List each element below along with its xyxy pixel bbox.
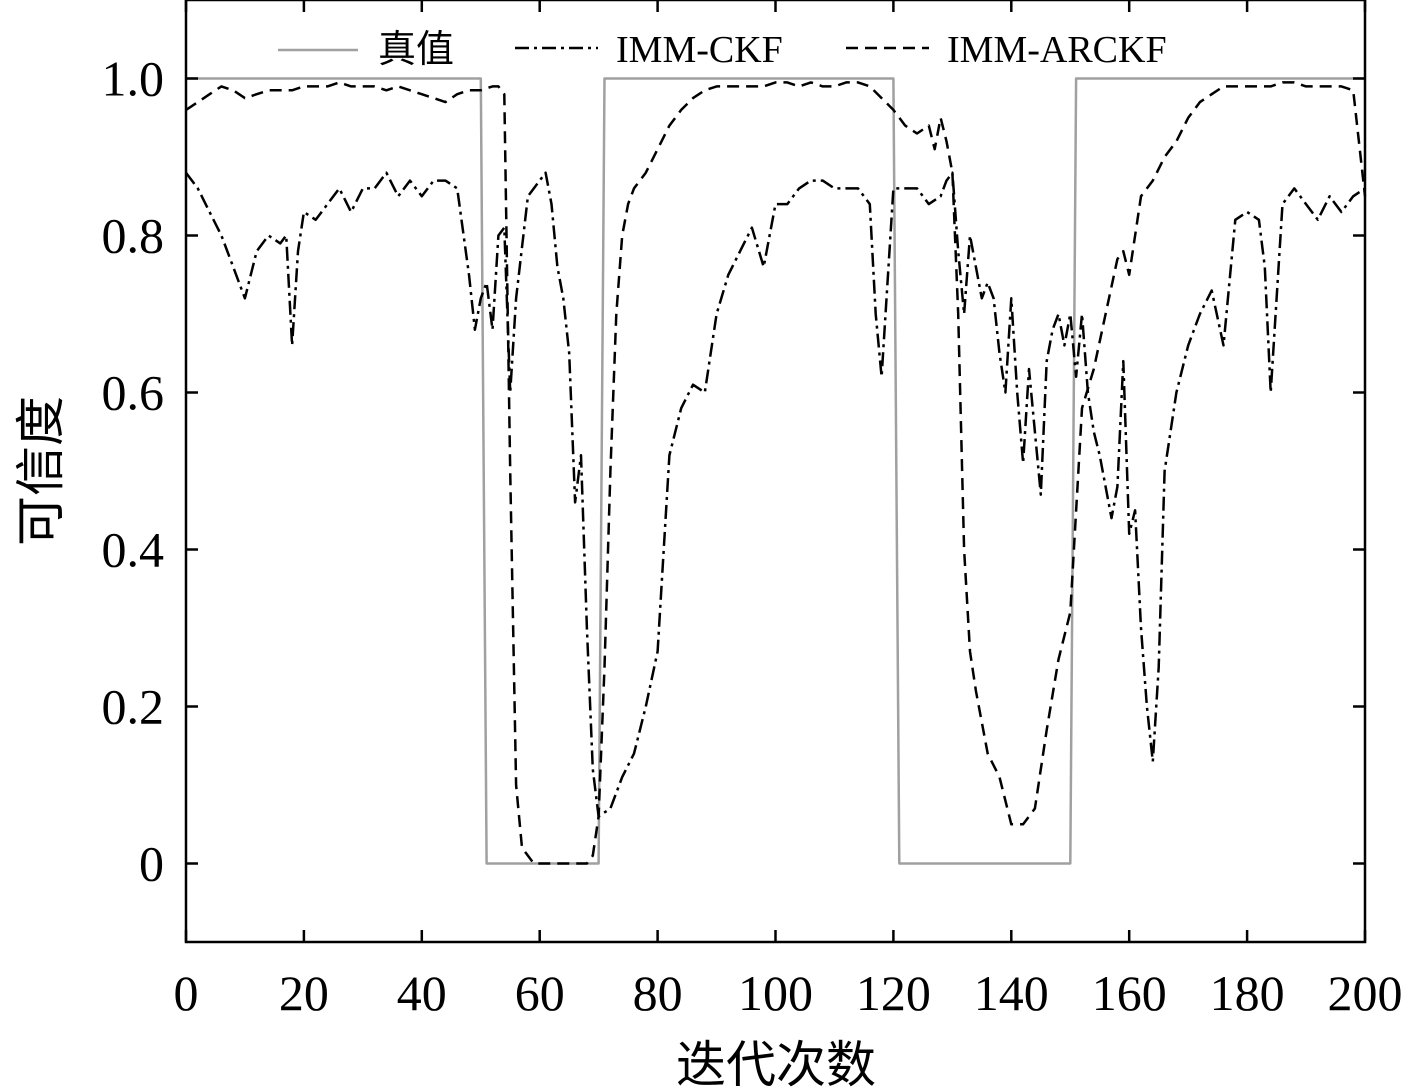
x-tick-label: 40	[397, 965, 447, 1021]
y-tick-label: 0.8	[102, 208, 165, 264]
legend: 真值 IMM-CKF IMM-ARCKF	[278, 29, 1167, 71]
y-tick-label: 0.4	[102, 522, 165, 578]
series-layer	[185, 77, 1367, 865]
x-tick-label: 160	[1092, 965, 1167, 1021]
x-tick-label: 20	[279, 965, 329, 1021]
x-axis-label: 迭代次数	[676, 1037, 876, 1092]
x-tick-label: 120	[856, 965, 931, 1021]
legend-label-truth: 真值	[378, 29, 454, 71]
x-tick-label: 140	[974, 965, 1049, 1021]
legend-label-imm-ckf: IMM-CKF	[616, 29, 783, 71]
x-tick-label: 80	[633, 965, 683, 1021]
y-tick-label: 0.6	[102, 365, 165, 421]
x-tick-label: 180	[1210, 965, 1285, 1021]
series-line-imm-arckf	[185, 81, 1367, 865]
y-tick-label: 0.2	[102, 679, 165, 735]
plot-frame	[184, 0, 1367, 944]
series-line-truth	[186, 77, 1365, 865]
y-tick-label: 0	[139, 836, 164, 892]
y-axis-label: 可信度	[13, 396, 69, 546]
x-tick-label: 200	[1328, 965, 1403, 1021]
x-tick-label: 100	[738, 965, 813, 1021]
y-tick-label: 1.0	[102, 51, 165, 107]
x-tick-label: 0	[174, 965, 199, 1021]
series-line-imm-ckf	[185, 171, 1366, 818]
tick-marks	[184, 0, 1367, 942]
x-tick-label: 60	[515, 965, 565, 1021]
tick-labels: 0 20 40 60 80 100 120 140 160 180 200 0 0.2 0.4 0.6 0.8…	[102, 51, 1403, 1022]
legend-label-imm-arckf: IMM-ARCKF	[947, 29, 1167, 71]
